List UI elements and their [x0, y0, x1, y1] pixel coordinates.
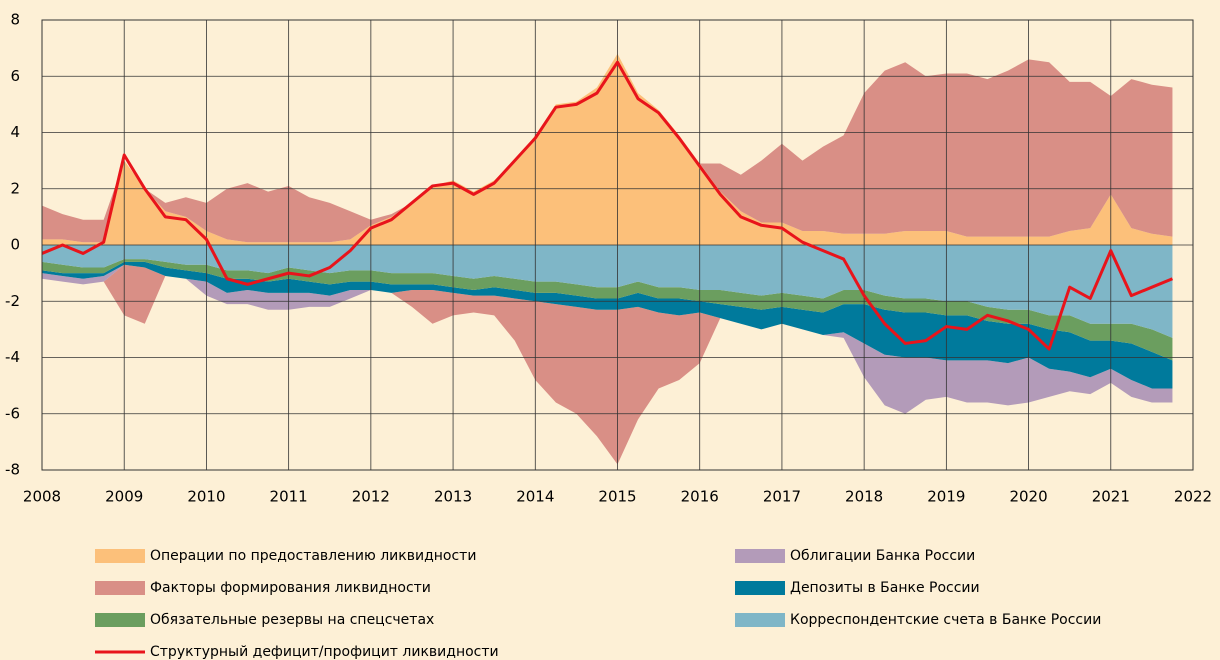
- x-tick-label: 2018: [845, 488, 883, 506]
- x-tick-label: 2020: [1009, 488, 1047, 506]
- legend-swatch: [735, 549, 785, 563]
- legend-swatch: [95, 549, 145, 563]
- x-tick-label: 2014: [516, 488, 554, 506]
- x-tick-label: 2016: [681, 488, 719, 506]
- x-tick-label: 2017: [763, 488, 801, 506]
- x-tick-label: 2010: [187, 488, 225, 506]
- area: [42, 53, 1173, 245]
- area: [42, 264, 1173, 465]
- y-tick-label: 2: [10, 179, 20, 197]
- legend-swatch: [95, 613, 145, 627]
- y-tick-label: -6: [5, 404, 20, 422]
- x-tick-label: 2019: [927, 488, 965, 506]
- x-tick-label: 2012: [352, 488, 390, 506]
- legend-label: Факторы формирования ликвидности: [150, 580, 431, 596]
- x-tick-label: 2008: [23, 488, 61, 506]
- legend-swatch: [735, 581, 785, 595]
- legend-swatch: [95, 581, 145, 595]
- legend-label: Операции по предоставлению ликвидности: [150, 548, 476, 564]
- x-tick-label: 2021: [1092, 488, 1130, 506]
- y-tick-label: -2: [5, 292, 20, 310]
- plot-border: [41, 19, 1194, 471]
- legend-label: Депозиты в Банке России: [790, 580, 980, 596]
- line: [41, 60, 1174, 351]
- x-tick-label: 2015: [598, 488, 636, 506]
- y-tick-label: 8: [10, 11, 20, 29]
- area: [42, 261, 1173, 389]
- legend-label: Облигации Банка России: [790, 548, 975, 564]
- area: [42, 53, 1173, 243]
- legend-swatch: [735, 613, 785, 627]
- y-tick-label: -8: [5, 461, 20, 479]
- x-tick-label: 2022: [1174, 488, 1212, 506]
- area: [42, 264, 1173, 414]
- legend-label: Структурный дефицит/профицит ликвидности: [150, 644, 499, 660]
- x-tick-label: 2013: [434, 488, 472, 506]
- legend-label: Корреспондентские счета в Банке России: [790, 612, 1101, 628]
- y-tick-label: 6: [10, 67, 20, 85]
- legend-label: Обязательные резервы на спецсчетах: [150, 612, 434, 628]
- y-tick-label: -4: [5, 348, 20, 366]
- x-tick-label: 2011: [270, 488, 308, 506]
- y-tick-label: 0: [10, 236, 20, 254]
- x-tick-label: 2009: [105, 488, 143, 506]
- y-tick-label: 4: [10, 123, 20, 141]
